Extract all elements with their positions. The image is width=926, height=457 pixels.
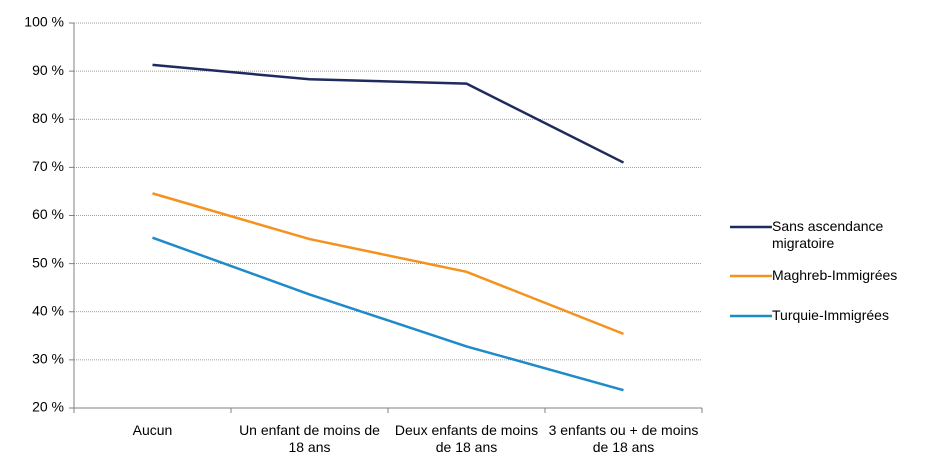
y-tick-label: 100 %	[24, 14, 64, 30]
y-tick-label: 50 %	[32, 254, 64, 270]
legend-label: Sans ascendance migratoire	[772, 218, 884, 251]
legend-label: Maghreb-Immigrées	[772, 267, 898, 283]
line-series	[152, 63, 625, 164]
y-tick-label: 70 %	[32, 158, 64, 174]
x-tick-label: Un enfant de moins de 18 ans	[239, 422, 380, 455]
y-tick-label: 20 %	[32, 399, 64, 415]
x-tick-label: 3 enfants ou + de moins de 18 ans	[548, 422, 699, 455]
y-tick-label: 40 %	[32, 302, 64, 318]
legend-label: Turquie-Immigrées	[772, 307, 889, 323]
y-tick-label: 30 %	[32, 351, 64, 367]
line-series	[152, 192, 624, 336]
line-series	[152, 236, 624, 392]
y-tick-label: 60 %	[32, 206, 64, 222]
x-tick-label: Aucun	[132, 422, 173, 438]
x-tick-label: Deux enfants de moins de 18 ans	[394, 422, 539, 455]
y-tick-label: 80 %	[32, 110, 64, 126]
y-tick-label: 90 %	[32, 62, 64, 78]
